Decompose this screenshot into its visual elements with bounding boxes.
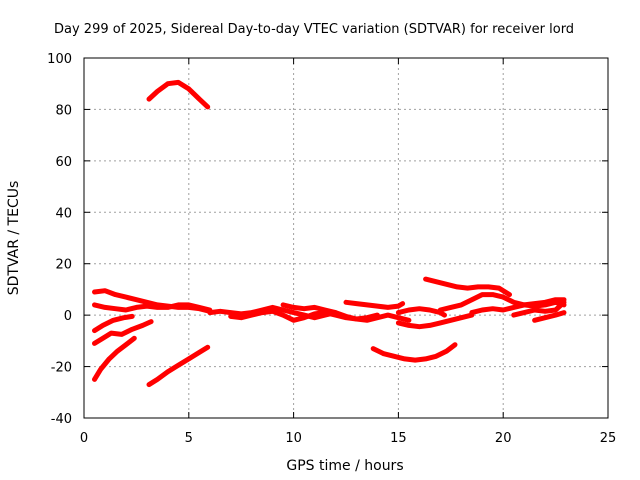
series-arc-low-2 (92, 335, 137, 382)
series-arc-low-4 (92, 313, 135, 334)
x-tick-label: 10 (285, 431, 302, 446)
y-tick-label: -40 (51, 412, 72, 427)
series-arc-right-2 (437, 292, 567, 313)
y-tick-label: 0 (64, 309, 72, 324)
plot-frame (83, 57, 609, 419)
chart-title: Day 299 of 2025, Sidereal Day-to-day VTE… (54, 22, 574, 37)
x-tick-label: 15 (390, 431, 407, 446)
series-arc-high (146, 79, 211, 110)
axis-ticks: 0 5 10 15 20 25 -40 -20 0 20 40 60 80 100 (47, 52, 616, 446)
series-arc-right-4 (511, 299, 567, 318)
x-tick-label: 20 (495, 431, 512, 446)
x-tick-label: 25 (600, 431, 617, 446)
x-tick-label: 0 (80, 431, 88, 446)
x-tick-label: 5 (185, 431, 193, 446)
series-arc-mid-6 (343, 299, 406, 310)
x-axis-label: GPS time / hours (286, 458, 403, 474)
series-arc-mid-2 (92, 302, 213, 313)
y-tick-label: 100 (47, 52, 72, 67)
y-tick-label: 40 (55, 206, 72, 221)
series-arc-mid-8 (395, 306, 447, 318)
y-tick-label: -20 (51, 361, 72, 376)
y-tick-label: 20 (55, 258, 72, 273)
series-arc-right-3 (469, 297, 567, 316)
series-arc-dip (370, 342, 458, 363)
y-tick-label: 60 (55, 155, 72, 170)
series-arc-mid-5 (280, 302, 412, 323)
series-arc-mid-7 (395, 312, 475, 330)
series-arc-low-3 (92, 319, 154, 346)
series-arc-low-1 (146, 344, 211, 388)
data-series (92, 79, 567, 388)
series-arc-right-1 (423, 276, 512, 298)
y-axis-label: SDTVAR / TECUs (6, 181, 22, 296)
series-arc-right-5 (532, 310, 567, 323)
y-tick-label: 80 (55, 103, 72, 118)
series-arc-mid-3 (207, 304, 338, 321)
